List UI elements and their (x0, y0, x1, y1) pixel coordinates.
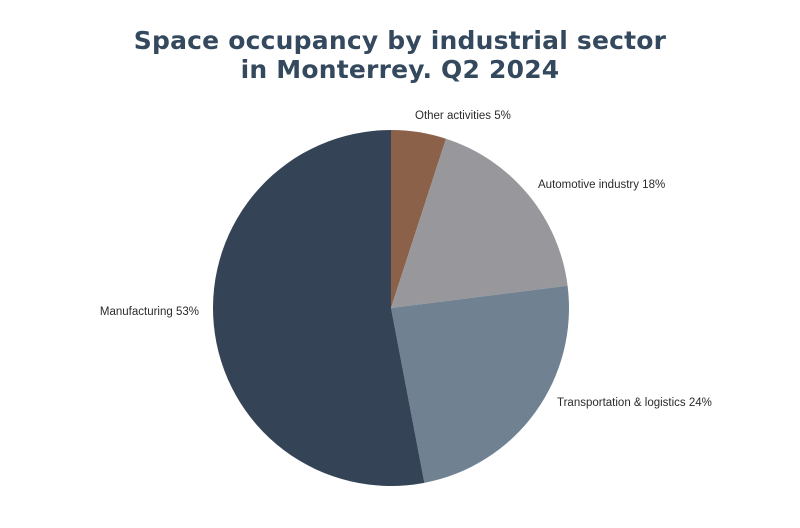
chart-title: Space occupancy by industrial sector in … (0, 26, 800, 84)
pie-slice-other-activities (391, 130, 447, 308)
chart-title-line-2: in Monterrey. Q2 2024 (240, 55, 560, 84)
slice-label-manufacturing: Manufacturing 53% (100, 306, 199, 318)
pie-slice-automotive-industry (391, 138, 568, 308)
pie-slice-transportation-logistics (391, 285, 569, 483)
pie-slice-manufacturing (212, 130, 425, 487)
slice-label-transportation-logistics: Transportation & logistics 24% (557, 397, 712, 409)
slice-label-automotive-industry: Automotive industry 18% (538, 179, 665, 191)
slice-label-other-activities: Other activities 5% (415, 110, 511, 122)
chart-title-line-1: Space occupancy by industrial sector (133, 26, 667, 55)
